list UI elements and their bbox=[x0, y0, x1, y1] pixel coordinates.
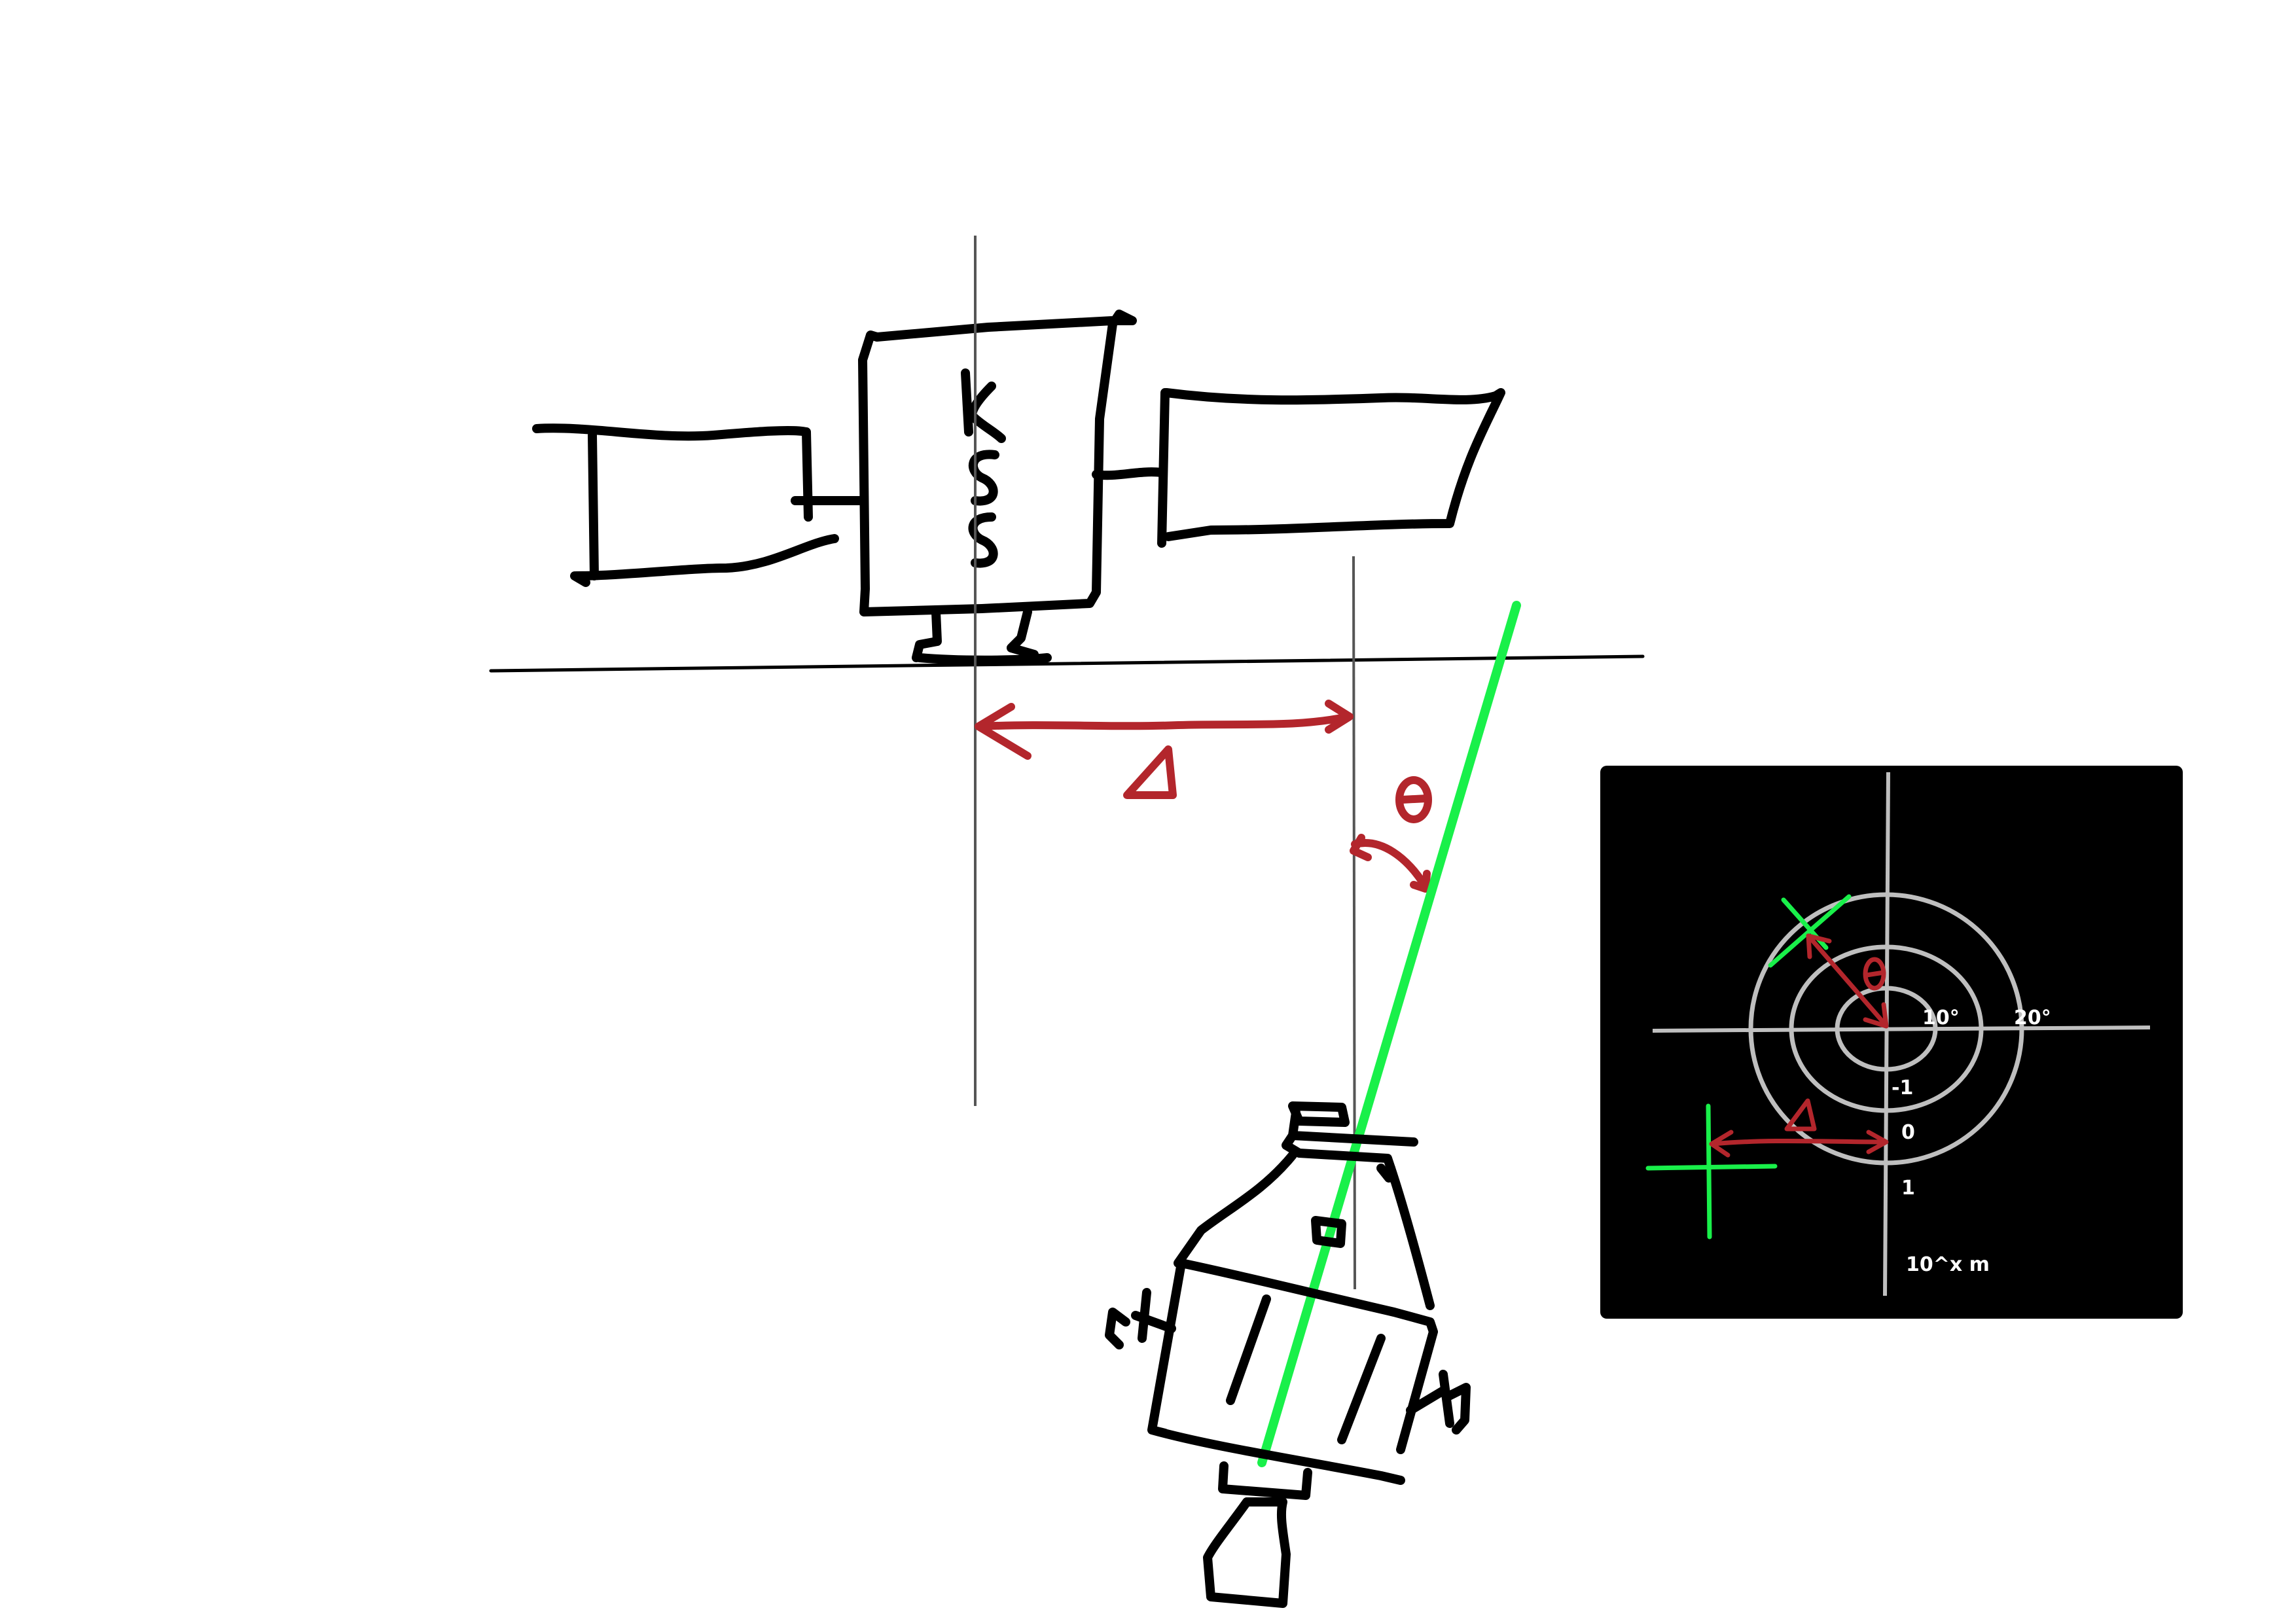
vehicle-axis-guide bbox=[1352, 556, 1356, 1290]
station-reference-line bbox=[489, 654, 1645, 673]
inset-horizontal-axis bbox=[1652, 1026, 2151, 1033]
inset-theta-measure bbox=[1806, 933, 1889, 1029]
inset-offset-marker bbox=[1645, 1103, 1778, 1240]
inset-theta-symbol bbox=[1863, 957, 1886, 991]
inset-angle-tick-10: 10° bbox=[1922, 1007, 1960, 1029]
station-right-strut bbox=[1092, 467, 1166, 480]
inset-distance-tick-0: 0 bbox=[1901, 1121, 1915, 1144]
vehicle-docking-probe bbox=[1282, 1101, 1418, 1173]
vehicle-forward-section bbox=[1174, 1150, 1435, 1310]
delta-symbol bbox=[1123, 745, 1177, 799]
vehicle-main-module bbox=[1147, 1258, 1438, 1485]
station-lettering-kss bbox=[961, 368, 1006, 568]
inset-ring-inner bbox=[1835, 986, 1938, 1072]
vehicle-rear-adapter bbox=[1218, 1461, 1312, 1500]
inset-distance-tick-neg1: -1 bbox=[1892, 1077, 1913, 1099]
offset-delta-measure bbox=[975, 700, 1354, 799]
alignment-target-inset: 10° 20° -1 0 1 10^x m bbox=[1600, 766, 2183, 1319]
inset-ring-outer bbox=[1748, 892, 2024, 1166]
vehicle-cone-thruster bbox=[1311, 1216, 1346, 1248]
angle-theta-measure bbox=[1350, 776, 1432, 893]
vehicle-engine-nozzle bbox=[1203, 1497, 1291, 1608]
inset-delta-measure bbox=[1709, 1098, 1889, 1158]
station-docking-port bbox=[912, 607, 1052, 665]
station-left-solar-panel bbox=[532, 423, 839, 587]
inset-angle-tick-20: 20° bbox=[2014, 1007, 2051, 1029]
vehicle-left-thruster bbox=[1105, 1288, 1176, 1349]
vehicle-right-thruster bbox=[1406, 1370, 1471, 1435]
space-station bbox=[532, 310, 1505, 665]
vehicle-panel-lines bbox=[1226, 1294, 1386, 1444]
inset-background bbox=[1600, 766, 2183, 1319]
station-core-module bbox=[858, 310, 1137, 616]
approaching-vehicle bbox=[1105, 1101, 1471, 1608]
inset-ring-middle bbox=[1789, 944, 1984, 1113]
theta-symbol bbox=[1395, 776, 1432, 823]
inset-delta-symbol bbox=[1784, 1098, 1817, 1132]
station-right-solar-panel bbox=[1157, 388, 1505, 548]
approach-axis-line bbox=[1257, 601, 1521, 1467]
inset-distance-unit: 10^x m bbox=[1906, 1253, 1990, 1276]
inset-vertical-axis bbox=[1883, 772, 1890, 1296]
inset-distance-tick-1: 1 bbox=[1901, 1177, 1915, 1200]
